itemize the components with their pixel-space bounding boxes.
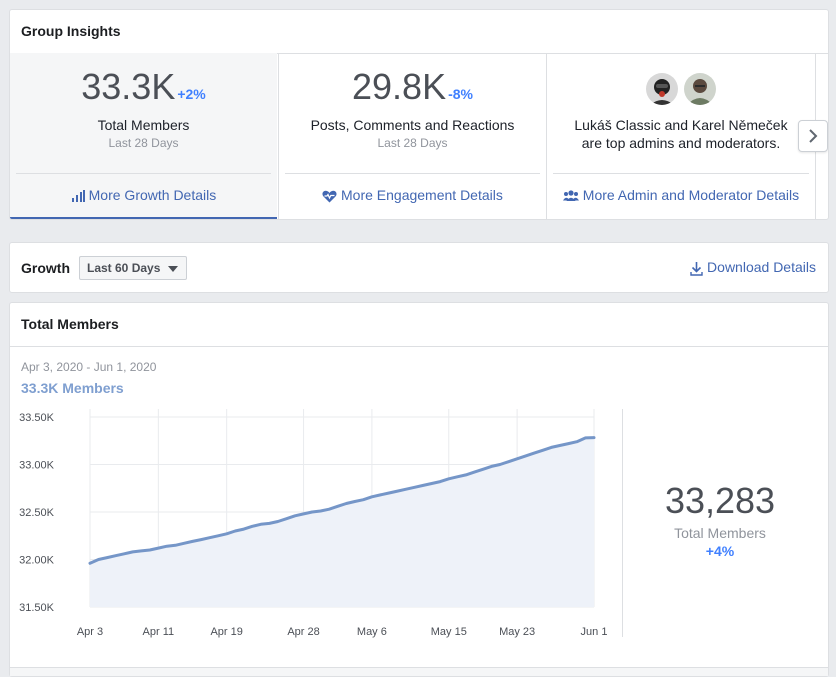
x-tick-label: Apr 11	[143, 626, 175, 638]
more-engagement-details-link[interactable]: More Engagement Details	[285, 173, 540, 216]
more-engagement-details-label: More Engagement Details	[341, 187, 503, 203]
members-growth-chart: 31.50K 32.00K 32.50K 33.00K 33.50K Apr 3 Apr 1…	[19, 409, 608, 638]
group-insights-card: Group Insights 33.3K +2% Total Members La…	[9, 9, 829, 220]
series-area	[90, 437, 594, 607]
more-growth-details-label: More Growth Details	[88, 187, 217, 203]
x-tick-label: Jun 1	[581, 626, 608, 638]
card-footer	[10, 667, 828, 676]
summary-change: +4%	[705, 543, 735, 559]
y-tick-label: 32.50K	[19, 507, 55, 519]
download-icon	[690, 261, 703, 276]
date-range-value: Last 60 Days	[87, 261, 161, 275]
download-details-label: Download Details	[707, 259, 816, 275]
caret-down-icon	[168, 266, 178, 272]
members-value: 33.3K	[81, 66, 176, 107]
x-tick-label: Apr 3	[77, 626, 103, 638]
date-range-dropdown[interactable]: Last 60 Days	[79, 256, 187, 280]
growth-toolbar: Growth Last 60 Days Download Details	[9, 242, 829, 293]
admins-role: are top admins and moderators.	[581, 135, 781, 151]
members-summary: 33,283 Total Members +4%	[630, 480, 810, 560]
y-tick-label: 32.00K	[19, 555, 55, 567]
admins-stat-panel[interactable]: Lukáš Classic and Karel Němeček are top …	[546, 53, 816, 219]
active-tab-indicator	[10, 217, 277, 219]
download-details-link[interactable]: Download Details	[690, 259, 816, 276]
y-tick-label: 33.50K	[19, 412, 55, 424]
next-button[interactable]	[798, 120, 828, 152]
engagement-stat-panel[interactable]: 29.8K -8% Posts, Comments and Reactions L…	[278, 53, 546, 219]
x-tick-label: Apr 19	[210, 626, 242, 638]
series-line	[88, 436, 596, 565]
members-stat-panel[interactable]: 33.3K +2% Total Members Last 28 Days More…	[10, 53, 277, 219]
divider	[622, 409, 623, 637]
x-tick-label: May 15	[431, 626, 467, 638]
chevron-right-icon	[809, 129, 818, 143]
more-admin-details-label: More Admin and Moderator Details	[582, 187, 800, 203]
more-admin-details-link[interactable]: More Admin and Moderator Details	[553, 173, 809, 216]
chart-date-range: Apr 3, 2020 - Jun 1, 2020	[21, 360, 157, 374]
avatar[interactable]	[684, 73, 717, 105]
bar-chart-icon	[71, 190, 85, 203]
total-members-card: Total Members Apr 3, 2020 - Jun 1, 2020 …	[9, 302, 829, 677]
x-tick-label: Apr 28	[287, 626, 319, 638]
x-tick-label: May 23	[499, 626, 535, 638]
summary-label: Total Members	[674, 525, 766, 541]
engagement-change: -8%	[448, 86, 473, 102]
members-change: +2%	[177, 86, 206, 102]
total-members-title: Total Members	[10, 303, 828, 347]
avatar[interactable]	[645, 73, 678, 105]
more-growth-details-link[interactable]: More Growth Details	[16, 173, 271, 216]
summary-value: 33,283	[664, 480, 776, 521]
admins-text: Lukáš Classic and Karel Němeček are top …	[547, 116, 815, 152]
members-period: Last 28 Days	[108, 136, 179, 150]
heartbeat-icon	[322, 190, 337, 203]
admins-names: Lukáš Classic and Karel Němeček	[574, 117, 788, 133]
people-icon	[562, 190, 579, 202]
admin-avatars	[547, 73, 815, 107]
engagement-value: 29.8K	[352, 66, 447, 107]
growth-title: Growth	[21, 260, 70, 276]
engagement-label: Posts, Comments and Reactions	[310, 117, 515, 133]
group-insights-title: Group Insights	[10, 10, 828, 54]
y-tick-label: 31.50K	[19, 602, 55, 614]
x-tick-label: May 6	[357, 626, 387, 638]
members-label: Total Members	[97, 117, 190, 133]
y-tick-label: 33.00K	[19, 460, 55, 472]
chart-members-count: 33.3K Members	[21, 380, 124, 396]
engagement-period: Last 28 Days	[377, 136, 448, 150]
